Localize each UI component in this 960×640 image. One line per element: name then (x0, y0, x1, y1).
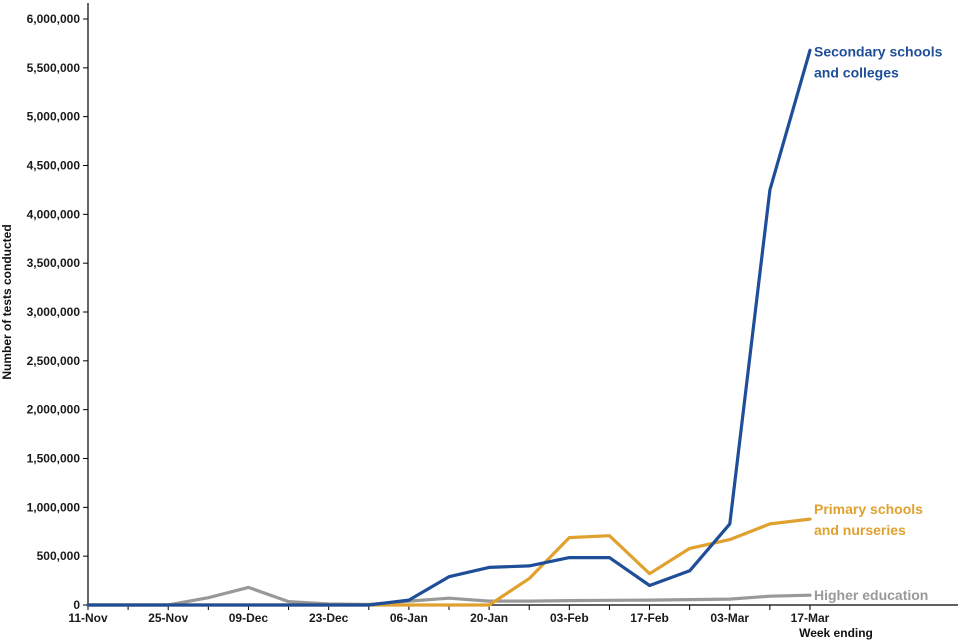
y-tick-label: 4,000,000 (27, 207, 81, 221)
series-line (86, 48, 812, 607)
x-tick-label: 09-Dec (229, 611, 269, 625)
x-tick-label: 23-Dec (309, 611, 349, 625)
y-tick-label: 1,500,000 (27, 452, 81, 466)
series-lines (86, 48, 812, 607)
x-axis-ticks: 11-Nov 25-Nov 09-Dec 23-Dec 06-Jan 20-Jan 03-F… (68, 605, 830, 625)
y-tick-label: 5,500,000 (27, 61, 81, 75)
x-tick-label: 25-Nov (148, 611, 188, 625)
series-label: Secondary schools (814, 43, 943, 59)
y-tick-label: 4,500,000 (27, 159, 81, 173)
x-tick-label: 03-Feb (550, 611, 589, 625)
y-tick-label: 6,000,000 (27, 12, 81, 26)
series-label: and colleges (814, 64, 899, 80)
series-label: Primary schools (814, 501, 923, 517)
y-tick-label: 2,000,000 (27, 403, 81, 417)
series-label: and nurseries (814, 522, 906, 538)
x-tick-label: 03-Mar (710, 611, 749, 625)
series-labels: Secondary schools and colleges Primary sch… (814, 43, 943, 603)
series-line (86, 585, 812, 607)
series-line (86, 517, 812, 607)
y-tick-label: 3,000,000 (27, 305, 81, 319)
x-axis-title: Week ending (799, 626, 873, 640)
y-tick-label: 1,000,000 (27, 500, 81, 514)
x-tick-label: 17-Mar (791, 611, 830, 625)
x-tick-label: 06-Jan (390, 611, 428, 625)
y-tick-label: 3,500,000 (27, 256, 81, 270)
y-axis-title: Number of tests conducted (0, 224, 14, 379)
x-tick-label: 17-Feb (630, 611, 669, 625)
x-tick-label: 11-Nov (68, 611, 108, 625)
y-tick-label: 5,000,000 (27, 110, 81, 124)
y-tick-label: 0 (73, 598, 80, 612)
x-tick-label: 20-Jan (470, 611, 508, 625)
y-axis-ticks: 0 500,000 1,000,000 1,500,000 2,000,000 2,500… (27, 12, 88, 612)
series-label: Higher education (814, 587, 928, 603)
y-tick-label: 2,500,000 (27, 354, 81, 368)
y-tick-label: 500,000 (37, 549, 81, 563)
